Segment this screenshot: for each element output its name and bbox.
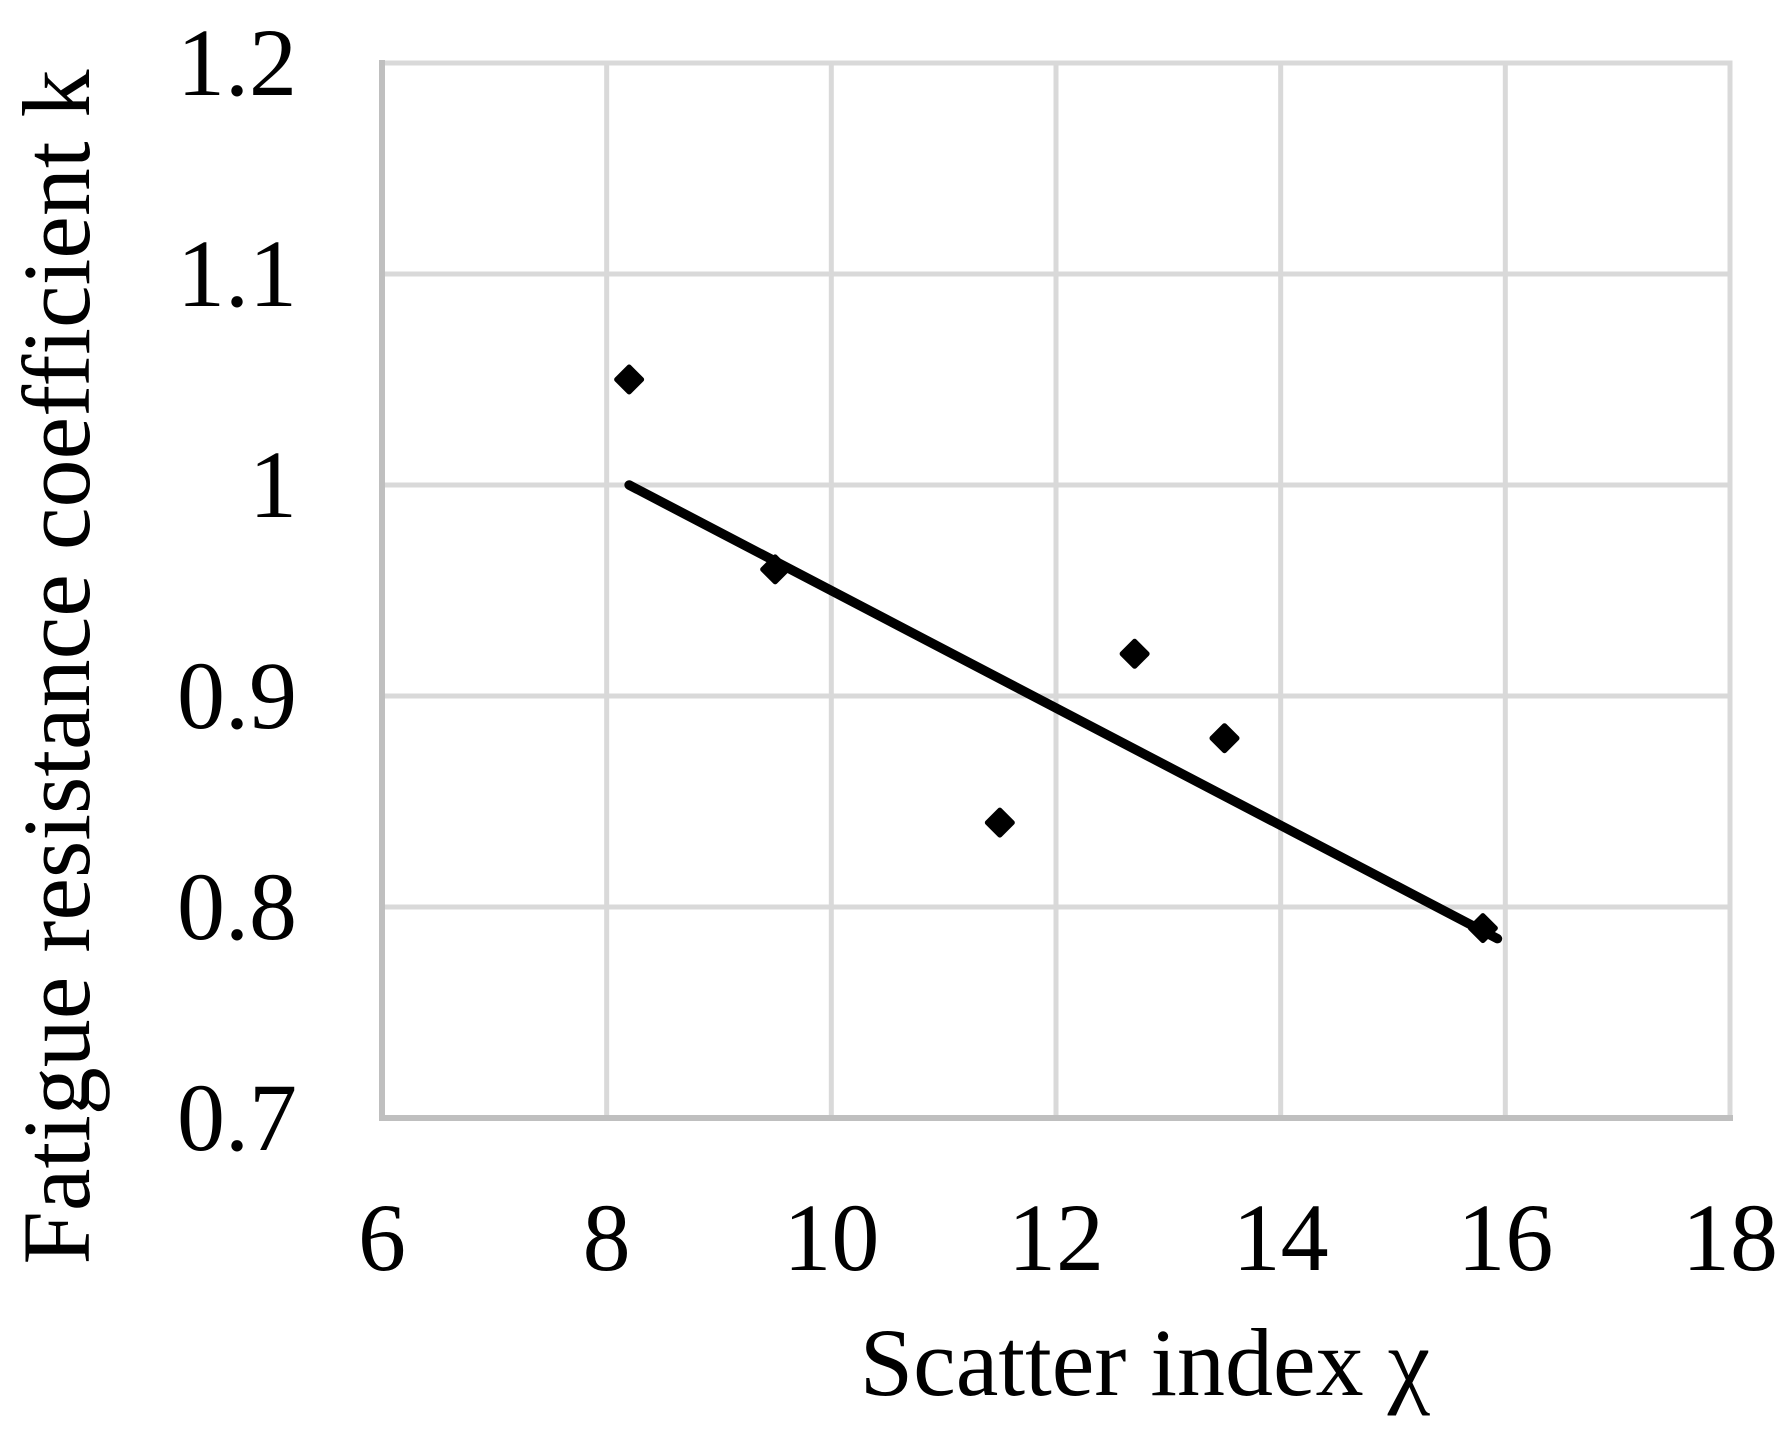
x-tick-label: 16 bbox=[1457, 1184, 1554, 1291]
y-tick-label: 0.7 bbox=[177, 1064, 297, 1171]
x-tick-label: 18 bbox=[1682, 1184, 1778, 1291]
x-tick-label: 12 bbox=[1008, 1184, 1104, 1291]
y-tick-label: 0.9 bbox=[177, 642, 297, 749]
y-tick-label: 1 bbox=[249, 431, 297, 538]
data-point-diamond bbox=[984, 807, 1015, 838]
data-point-diamond bbox=[1119, 638, 1150, 669]
x-tick-label: 10 bbox=[783, 1184, 880, 1291]
data-point-diamond bbox=[1467, 913, 1498, 944]
data-point-diamond bbox=[614, 364, 645, 395]
data-point-diamond bbox=[1209, 723, 1240, 754]
y-tick-label: 0.8 bbox=[177, 853, 297, 960]
x-tick-label: 8 bbox=[582, 1184, 631, 1291]
x-tick-label: 6 bbox=[358, 1184, 406, 1291]
y-axis-title: Fatigue resistance coefficient k bbox=[3, 69, 110, 1265]
trendline bbox=[624, 480, 1503, 944]
y-tick-label: 1.2 bbox=[177, 9, 297, 116]
x-tick-label: 14 bbox=[1232, 1184, 1329, 1291]
y-tick-label: 1.1 bbox=[177, 220, 297, 327]
x-axis-title: Scatter index χ bbox=[859, 1309, 1431, 1416]
data-point-diamond bbox=[760, 554, 791, 585]
